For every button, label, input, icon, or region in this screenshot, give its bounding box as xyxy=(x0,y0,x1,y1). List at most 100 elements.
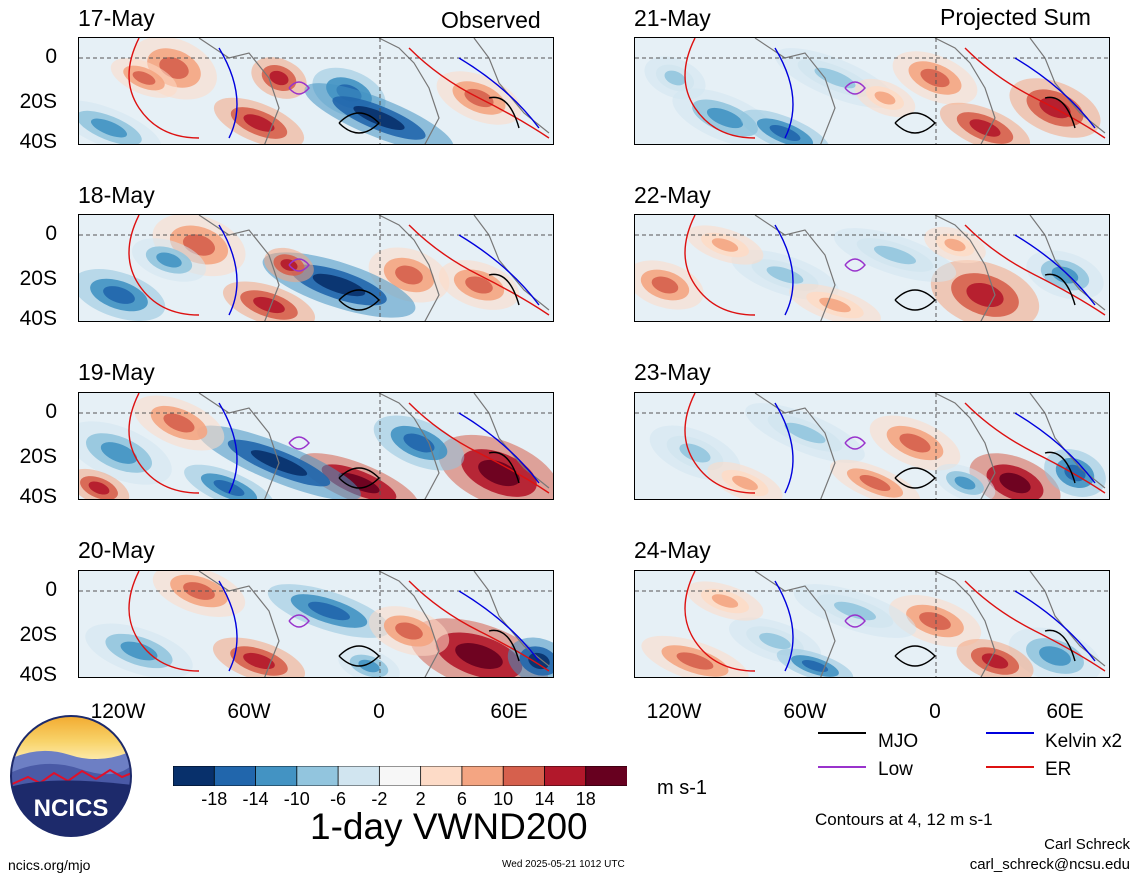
map-panel xyxy=(634,214,1110,322)
colorbar-tick-label: -18 xyxy=(201,789,228,809)
colorbar-swatch xyxy=(255,765,298,787)
colorbar-swatches xyxy=(172,765,628,787)
map-panel xyxy=(78,392,554,500)
lat-tick-label: 20S xyxy=(19,445,57,468)
contour-line xyxy=(1014,590,1096,662)
map-panel xyxy=(634,570,1110,678)
colorbar-tick-label: -10 xyxy=(283,789,310,809)
low-legend-label: Low xyxy=(878,759,913,780)
anomaly-shading xyxy=(966,282,1004,308)
author-name: Carl Schreck xyxy=(1044,836,1130,853)
contour-line xyxy=(458,57,540,129)
anomaly-shading xyxy=(132,71,156,85)
contour-line xyxy=(684,215,756,316)
contour-line xyxy=(1044,451,1076,484)
lat-tick-label: 40S xyxy=(19,485,57,508)
map-field xyxy=(635,38,1109,144)
anomaly-shading xyxy=(954,476,976,490)
contour-line xyxy=(964,402,1106,494)
contour-line xyxy=(1044,629,1076,662)
er-legend-label: ER xyxy=(1045,759,1072,780)
contour-line xyxy=(844,436,866,450)
colorbar-swatch xyxy=(296,765,339,787)
anomaly-shading xyxy=(269,70,289,86)
anomaly-shading xyxy=(801,660,829,672)
anomaly-shading xyxy=(784,422,826,444)
contour-line xyxy=(774,402,794,494)
anomaly-shading xyxy=(465,276,493,294)
anomaly-shading xyxy=(899,433,931,453)
contour-line xyxy=(1044,96,1076,129)
contour-line xyxy=(684,38,756,139)
colorbar-swatch xyxy=(461,765,505,787)
contour-line xyxy=(338,289,380,311)
colorbar xyxy=(172,765,628,787)
anomaly-shading xyxy=(103,286,135,304)
colorbar-swatch xyxy=(502,765,546,787)
map-field xyxy=(635,393,1109,499)
map-panel xyxy=(634,37,1110,145)
contour-line xyxy=(1014,57,1096,129)
contour-line xyxy=(1014,412,1096,484)
lon-tick-label: 120W xyxy=(646,700,702,723)
anomaly-shading xyxy=(307,601,351,621)
map-field xyxy=(79,571,553,677)
map-panel xyxy=(634,392,1110,500)
colorbar-tick-label: -14 xyxy=(242,789,269,809)
contour-line xyxy=(408,47,550,139)
contour-line xyxy=(338,467,380,489)
colorbar-swatch xyxy=(378,765,422,787)
contour-line xyxy=(288,258,310,272)
lon-tick-label: 60E xyxy=(490,700,528,723)
anomaly-shading xyxy=(969,119,1001,137)
anomaly-shading xyxy=(88,481,110,495)
contour-line xyxy=(964,580,1106,672)
contour-line xyxy=(288,81,310,95)
low-legend-line xyxy=(818,766,866,768)
contour-line xyxy=(218,224,238,316)
anomaly-shading xyxy=(213,479,245,497)
anomaly-shading xyxy=(403,433,435,453)
timestamp: Wed 2025-05-21 1012 UTC xyxy=(502,859,625,870)
anomaly-shading xyxy=(981,653,1009,669)
lat-tick-label: 0 xyxy=(45,45,57,68)
kelvin-legend-line xyxy=(986,732,1034,734)
kelvin-legend-label: Kelvin x2 xyxy=(1045,731,1123,752)
contour-line xyxy=(774,580,794,672)
contour-line xyxy=(338,645,380,667)
anomaly-shading xyxy=(338,472,380,494)
panel-date-label: 22-May xyxy=(634,182,711,208)
anomaly-shading xyxy=(833,601,877,621)
panel-date-label: 19-May xyxy=(78,359,155,385)
colorbar-swatch xyxy=(337,765,381,787)
contour-line xyxy=(894,112,936,134)
anomaly-shading xyxy=(163,413,195,433)
contour-line xyxy=(894,289,936,311)
contours-note: Contours at 4, 12 m s-1 xyxy=(815,810,993,829)
contour-line xyxy=(488,273,520,306)
map-field xyxy=(79,393,553,499)
anomaly-shading xyxy=(711,594,739,608)
contour-line xyxy=(1014,234,1096,306)
anomaly-shading xyxy=(732,475,758,491)
anomaly-shading xyxy=(769,124,801,142)
colorbar-units: m s-1 xyxy=(657,777,707,799)
colorbar-tick-label: 18 xyxy=(575,789,596,809)
anomaly-shading xyxy=(120,641,158,661)
anomaly-shading xyxy=(353,106,405,130)
map-panel xyxy=(78,37,554,145)
contour-line xyxy=(684,571,756,672)
contour-line xyxy=(488,451,520,484)
map-field xyxy=(79,215,553,321)
lat-tick-label: 40S xyxy=(19,307,57,330)
ncics-url: ncics.org/mjo xyxy=(8,857,91,873)
anomaly-shading xyxy=(874,91,896,105)
contour-line xyxy=(964,47,1106,139)
anomaly-shading xyxy=(819,297,851,313)
contour-line xyxy=(408,580,550,672)
lat-tick-label: 20S xyxy=(19,267,57,290)
anomaly-shading xyxy=(766,266,804,284)
panel-date-label: 20-May xyxy=(78,537,155,563)
anomaly-shading xyxy=(920,68,950,88)
contour-line xyxy=(128,393,200,494)
